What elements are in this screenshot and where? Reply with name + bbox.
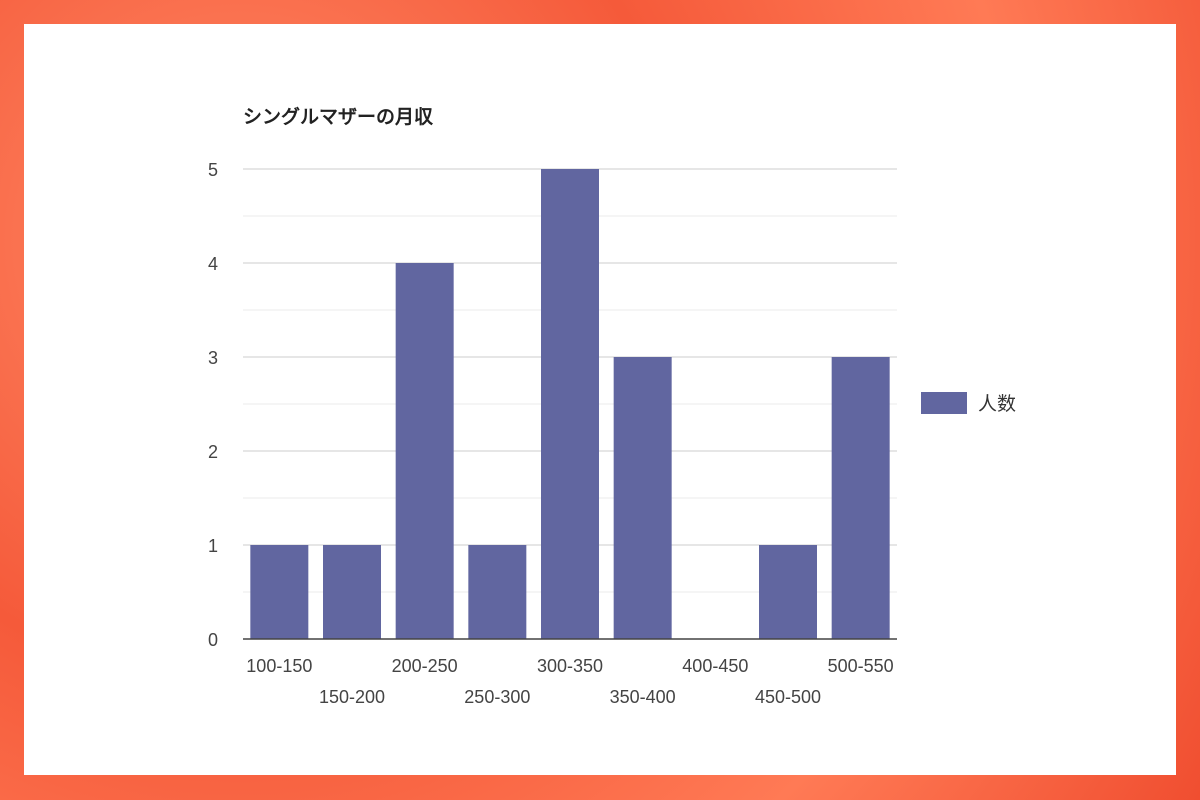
x-tick-label: 100-150 [246,656,312,676]
bar-500-550[interactable] [831,357,890,639]
chart-panel [24,24,1176,775]
x-tick-label: 200-250 [392,656,458,676]
y-tick-label: 4 [208,254,218,274]
legend-label[interactable]: 人数 [978,393,1016,415]
x-tick-label: 500-550 [828,656,894,676]
y-tick-label: 1 [208,536,218,556]
bar-300-350[interactable] [541,169,599,639]
x-tick-label: 150-200 [319,687,385,707]
x-tick-label: 300-350 [537,656,603,676]
chart-title: シングルマザーの月収 [243,105,434,128]
x-tick-label: 250-300 [464,687,530,707]
x-tick-label: 450-500 [755,687,821,707]
y-tick-label: 0 [208,630,218,650]
y-tick-label: 2 [208,442,218,462]
legend-swatch [921,392,967,414]
bar-200-250[interactable] [395,263,454,639]
y-tick-label: 5 [208,160,218,180]
x-tick-label: 400-450 [682,656,748,676]
bar-350-400[interactable] [613,357,672,639]
bar-150-200[interactable] [323,545,381,639]
bar-100-150[interactable] [250,545,309,639]
bar-450-500[interactable] [759,545,817,639]
y-tick-label: 3 [208,348,218,368]
x-tick-label: 350-400 [610,687,676,707]
bar-250-300[interactable] [468,545,527,639]
